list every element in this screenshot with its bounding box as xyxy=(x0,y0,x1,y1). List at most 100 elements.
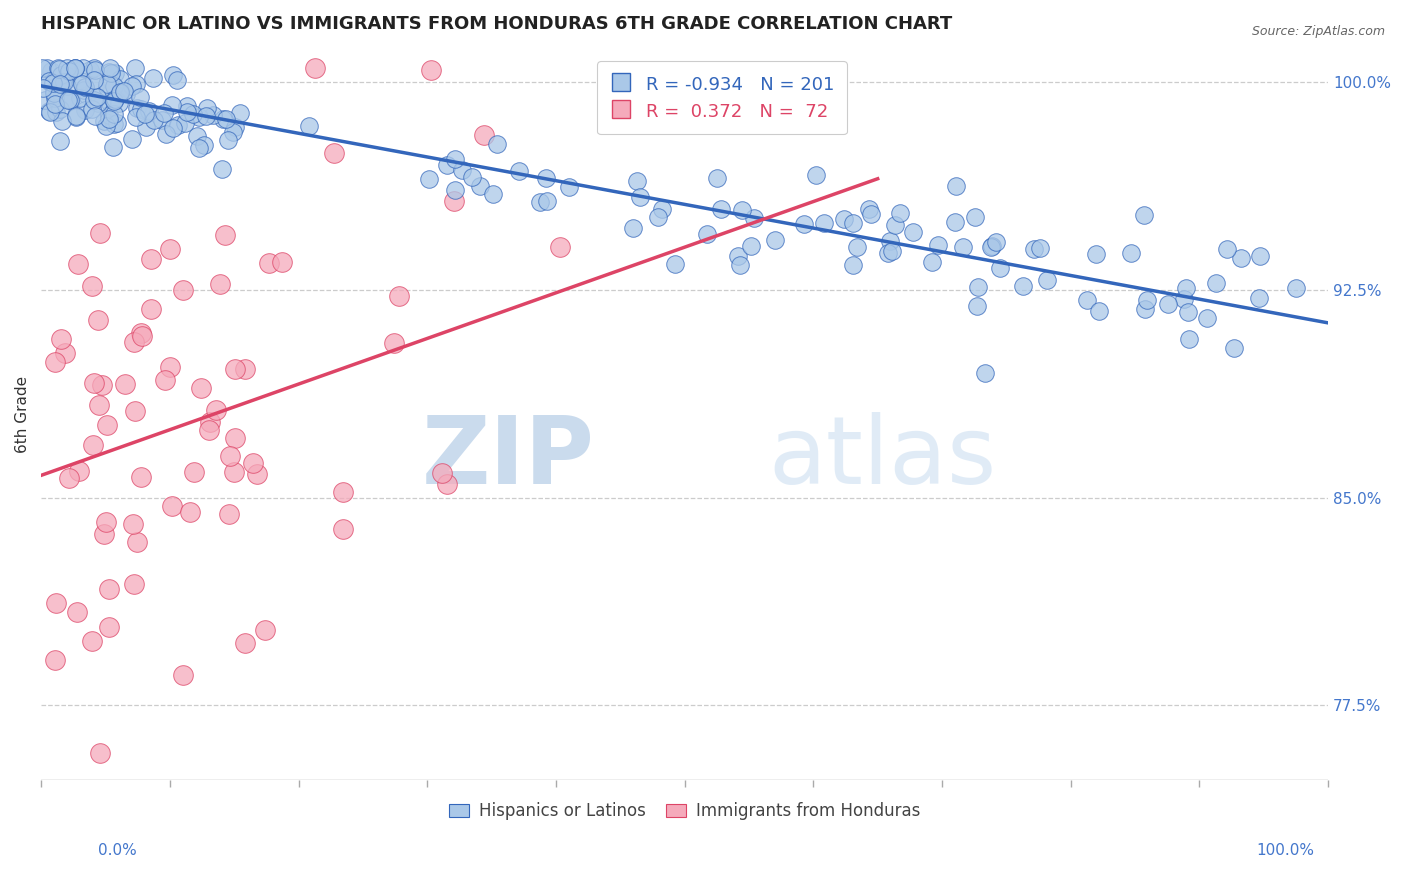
Point xyxy=(51,114,73,128)
Point xyxy=(813,216,835,230)
Point xyxy=(224,120,246,134)
Point xyxy=(436,158,458,172)
Point xyxy=(101,140,124,154)
Point xyxy=(53,74,76,88)
Point xyxy=(114,376,136,391)
Point xyxy=(97,108,120,122)
Point xyxy=(98,112,121,127)
Point xyxy=(217,133,239,147)
Point xyxy=(44,87,66,101)
Point xyxy=(45,596,67,610)
Point xyxy=(87,398,110,412)
Point xyxy=(224,361,246,376)
Point xyxy=(58,471,80,485)
Point xyxy=(461,169,484,184)
Point xyxy=(129,326,152,341)
Point xyxy=(79,63,101,78)
Point xyxy=(1012,278,1035,293)
Point xyxy=(73,79,96,94)
Point xyxy=(727,249,749,263)
Point xyxy=(436,476,458,491)
Point xyxy=(1022,243,1045,257)
Point xyxy=(218,507,240,521)
Point xyxy=(842,216,865,230)
Point xyxy=(127,535,149,549)
Point xyxy=(1229,251,1251,265)
Point xyxy=(536,170,558,185)
Point xyxy=(901,225,924,239)
Point xyxy=(49,134,72,148)
Point xyxy=(201,108,224,122)
Point xyxy=(42,76,65,90)
Point xyxy=(143,112,166,127)
Point xyxy=(1175,281,1198,295)
Point xyxy=(89,746,111,760)
Point xyxy=(139,301,162,316)
Point xyxy=(626,174,648,188)
Point xyxy=(233,636,256,650)
Point xyxy=(46,61,69,75)
Point xyxy=(162,120,184,135)
Point xyxy=(69,91,91,105)
Point xyxy=(122,576,145,591)
Point xyxy=(142,71,165,86)
Point xyxy=(129,470,152,484)
Point xyxy=(93,114,115,128)
Point xyxy=(183,465,205,479)
Point xyxy=(323,146,346,161)
Point xyxy=(38,74,60,88)
Point xyxy=(98,582,121,597)
Point xyxy=(98,95,121,110)
Point xyxy=(696,227,718,241)
Point xyxy=(159,359,181,374)
Point xyxy=(31,61,53,75)
Point xyxy=(124,61,146,75)
Point xyxy=(190,381,212,395)
Point xyxy=(162,68,184,82)
Point xyxy=(298,119,321,133)
Point xyxy=(37,61,59,75)
Point xyxy=(1133,301,1156,316)
Text: ZIP: ZIP xyxy=(422,412,595,504)
Point xyxy=(212,112,235,126)
Point xyxy=(108,72,131,87)
Point xyxy=(834,211,856,226)
Point xyxy=(943,215,966,229)
Point xyxy=(162,98,184,112)
Point xyxy=(44,91,66,105)
Point xyxy=(44,354,66,368)
Point xyxy=(793,217,815,231)
Point xyxy=(332,522,354,536)
Point xyxy=(66,605,89,619)
Point xyxy=(89,226,111,240)
Point xyxy=(443,194,465,208)
Point xyxy=(1223,342,1246,356)
Point xyxy=(105,116,128,130)
Point xyxy=(94,119,117,133)
Point xyxy=(153,106,176,120)
Point xyxy=(208,277,231,292)
Point xyxy=(56,61,79,75)
Point xyxy=(621,221,644,235)
Point xyxy=(1088,303,1111,318)
Point xyxy=(44,653,66,667)
Point xyxy=(628,190,651,204)
Point xyxy=(51,76,73,90)
Point xyxy=(49,68,72,82)
Point xyxy=(229,106,252,120)
Point xyxy=(197,423,219,437)
Point xyxy=(172,668,194,682)
Point xyxy=(150,113,173,128)
Point xyxy=(65,61,87,75)
Point xyxy=(1197,311,1219,326)
Point xyxy=(103,94,125,108)
Point xyxy=(98,64,121,78)
Point xyxy=(82,437,104,451)
Point xyxy=(845,240,868,254)
Point xyxy=(91,377,114,392)
Point xyxy=(1084,247,1107,261)
Point xyxy=(115,87,138,102)
Point xyxy=(1136,293,1159,307)
Point xyxy=(246,467,269,482)
Point xyxy=(65,109,87,123)
